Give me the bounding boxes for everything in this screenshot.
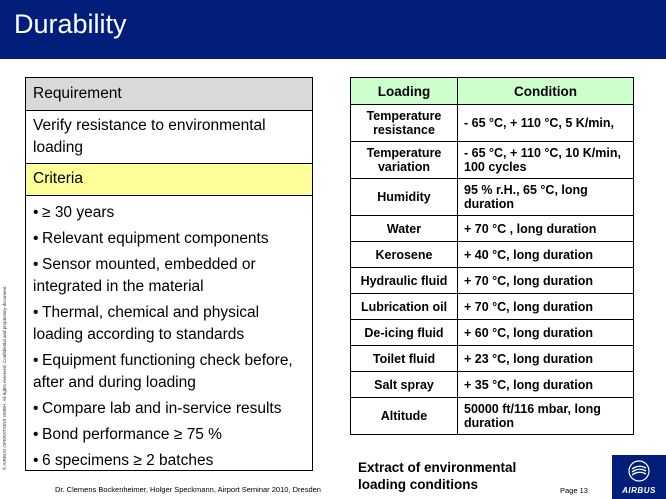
table-header-row: Loading Condition [350, 77, 634, 105]
loading-cell: Lubrication oil [350, 293, 458, 320]
condition-cell: + 35 °C, long duration [457, 371, 634, 398]
bullet-icon: • [33, 352, 39, 369]
criteria-item: • Compare lab and in-service results [33, 398, 305, 420]
condition-cell: - 65 °C, + 110 °C, 5 K/min, [457, 104, 634, 142]
condition-cell: + 70 °C, long duration [457, 293, 634, 320]
table-row: Kerosene + 40 °C, long duration [350, 241, 634, 268]
loading-cell: De-icing fluid [350, 319, 458, 346]
page-number: Page 13 [560, 486, 588, 495]
criteria-item-text: Equipment functioning check before, afte… [33, 352, 293, 391]
loading-cell: Water [350, 215, 458, 242]
criteria-item: • Equipment functioning check before, aft… [33, 350, 305, 394]
footer-authors: Dr. Clemens Bockenheimer, Holger Speckma… [55, 485, 321, 494]
slide-title: Durability [14, 9, 127, 39]
loading-cell: Hydraulic fluid [350, 267, 458, 294]
table-row: Humidity 95 % r.H., 65 °C, long duration [350, 178, 634, 216]
criteria-item-text: 6 specimens ≥ 2 batches [42, 452, 214, 469]
table-row: Altitude 50000 ft/116 mbar, long duratio… [350, 397, 634, 435]
criteria-item: • ≥ 30 years [33, 202, 305, 224]
bullet-icon: • [33, 400, 39, 417]
table-row: Hydraulic fluid + 70 °C, long duration [350, 267, 634, 294]
criteria-header: Criteria [26, 164, 312, 196]
condition-cell: 95 % r.H., 65 °C, long duration [457, 178, 634, 216]
criteria-item-text: Compare lab and in-service results [42, 400, 282, 417]
table-row: Salt spray + 35 °C, long duration [350, 371, 634, 398]
airbus-logo-icon [628, 460, 650, 482]
loading-conditions-table: Loading Condition Temperature resistance… [350, 77, 634, 435]
criteria-item-text: Sensor mounted, embedded or integrated i… [33, 256, 256, 295]
condition-column-header: Condition [457, 77, 634, 105]
loading-cell: Temperature variation [350, 141, 458, 179]
loading-cell: Toilet fluid [350, 345, 458, 372]
criteria-item: • Relevant equipment components [33, 228, 305, 250]
criteria-item: • Sensor mounted, embedded or integrated … [33, 254, 305, 298]
copyright-notice: © AIRBUS OPERATIONS GMBH. All rights res… [2, 285, 7, 470]
title-bar: Durability [0, 0, 666, 59]
condition-cell: 50000 ft/116 mbar, long duration [457, 397, 634, 435]
criteria-item-text: Bond performance ≥ 75 % [42, 426, 222, 443]
criteria-item-text: Relevant equipment components [42, 230, 269, 247]
criteria-item-text: Thermal, chemical and physical loading a… [33, 304, 260, 343]
condition-cell: + 70 °C , long duration [457, 215, 634, 242]
table-caption: Extract of environmental loading conditi… [358, 460, 517, 492]
criteria-list: • ≥ 30 years • Relevant equipment componen… [26, 196, 312, 478]
loading-cell: Altitude [350, 397, 458, 435]
loading-cell: Temperature resistance [350, 104, 458, 142]
condition-cell: + 70 °C, long duration [457, 267, 634, 294]
loading-column-header: Loading [350, 77, 458, 105]
criteria-item-text: ≥ 30 years [42, 204, 115, 221]
table-row: Water + 70 °C , long duration [350, 215, 634, 242]
criteria-item: • 6 specimens ≥ 2 batches [33, 450, 305, 472]
condition-cell: + 23 °C, long duration [457, 345, 634, 372]
criteria-item: • Bond performance ≥ 75 % [33, 424, 305, 446]
table-row: De-icing fluid + 60 °C, long duration [350, 319, 634, 346]
criteria-item: • Thermal, chemical and physical loading … [33, 302, 305, 346]
condition-cell: + 60 °C, long duration [457, 319, 634, 346]
table-row: Toilet fluid + 23 °C, long duration [350, 345, 634, 372]
bullet-icon: • [33, 304, 39, 321]
airbus-logo: AIRBUS [612, 455, 666, 499]
loading-cell: Humidity [350, 178, 458, 216]
loading-cell: Salt spray [350, 371, 458, 398]
bullet-icon: • [33, 426, 39, 443]
bullet-icon: • [33, 230, 39, 247]
table-row: Temperature resistance - 65 °C, + 110 °C… [350, 104, 634, 142]
loading-cell: Kerosene [350, 241, 458, 268]
condition-cell: + 40 °C, long duration [457, 241, 634, 268]
bullet-icon: • [33, 452, 39, 469]
condition-cell: - 65 °C, + 110 °C, 10 K/min, 100 cycles [457, 141, 634, 179]
bullet-icon: • [33, 256, 39, 273]
requirements-panel: Requirement Verify resistance to environ… [25, 77, 313, 471]
bullet-icon: • [33, 204, 39, 221]
logo-text: AIRBUS [622, 486, 656, 495]
table-row: Temperature variation - 65 °C, + 110 °C,… [350, 141, 634, 179]
table-row: Lubrication oil + 70 °C, long duration [350, 293, 634, 320]
requirement-header: Requirement [26, 78, 312, 111]
requirement-text: Verify resistance to environmental loadi… [26, 111, 312, 164]
